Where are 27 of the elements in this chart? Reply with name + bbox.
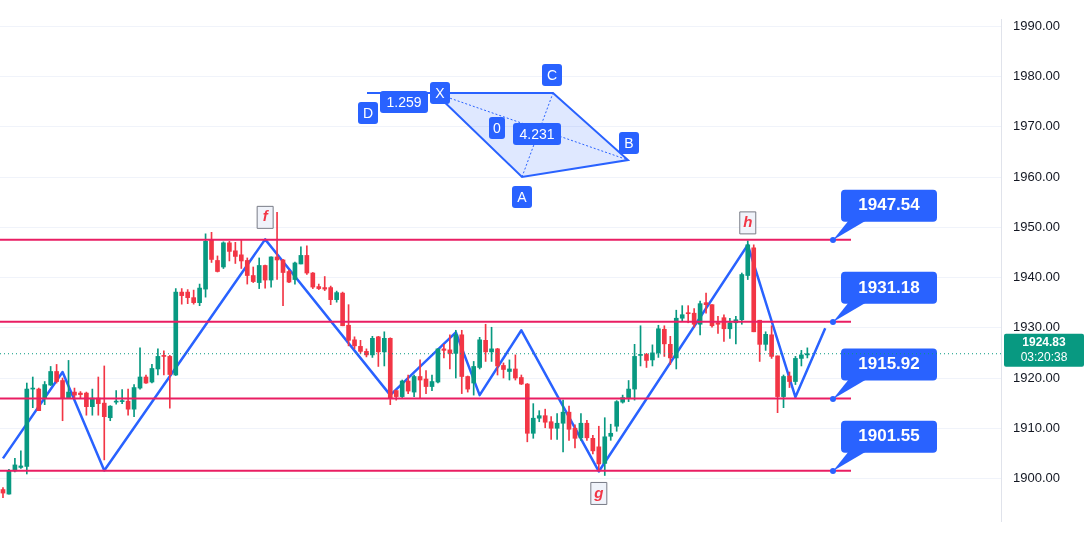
ref-line-label: 1901.55 [858,426,920,446]
annotation: f [262,207,270,225]
y-tick-label: 1980.00 [1013,68,1060,84]
y-tick-label: 1920.00 [1013,369,1060,385]
ref-line-label: 1931.18 [858,277,920,297]
annotation: B [624,135,634,151]
annotation: D [362,105,374,121]
ref-line-label: 1947.54 [858,195,921,215]
y-tick-label: 1970.00 [1013,118,1060,134]
y-tick-label: 1910.00 [1013,419,1060,435]
y-tick-label: 1900.00 [1013,470,1060,486]
annotation: 1.259 [386,94,422,110]
y-tick-label: 1960.00 [1013,168,1060,184]
annotation: g [593,483,604,501]
annotation: h [743,213,753,231]
y-tick-label: 1990.00 [1013,17,1060,33]
annotation: C [546,67,558,83]
y-tick-label: 1930.00 [1013,319,1060,335]
ref-line-label: 1915.92 [858,354,920,374]
y-tick-label: 1940.00 [1013,269,1060,285]
text: 03:20:38 [1020,350,1068,365]
y-tick-label: 1950.00 [1013,218,1060,234]
annotation: 4.231 [519,126,555,142]
annotation: 0 [493,120,502,136]
annotation: X [435,85,446,101]
ref-line-label: 1924.83 [1022,335,1067,350]
annotation: A [517,189,528,205]
